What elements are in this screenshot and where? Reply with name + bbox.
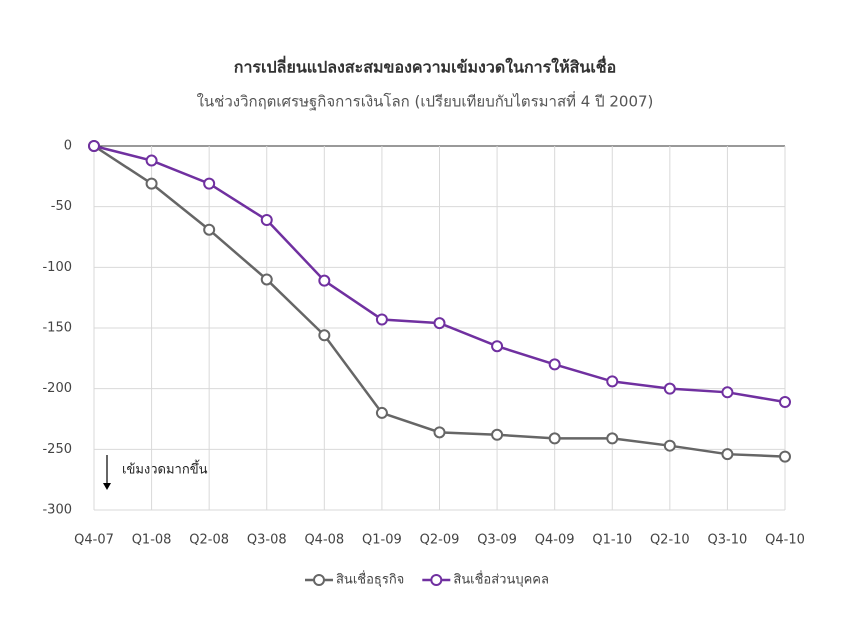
x-tick-label: Q2-09 <box>420 533 460 548</box>
x-tick-label: Q4-08 <box>304 533 344 548</box>
point <box>433 317 446 330</box>
y-tick-label: -250 <box>42 442 72 457</box>
legend-marker <box>313 574 325 586</box>
point <box>721 386 734 399</box>
point <box>721 448 734 461</box>
x-tick-label: Q1-08 <box>132 533 172 548</box>
y-tick-label: -150 <box>42 321 72 336</box>
point <box>606 432 619 445</box>
legend-label: สินเชื่อธุรกิจ <box>336 571 404 588</box>
y-tick-label: -50 <box>51 199 72 214</box>
point <box>491 340 504 353</box>
annotation-arrowhead <box>103 483 111 490</box>
point <box>548 358 561 371</box>
x-tick-label: Q4-09 <box>535 533 575 548</box>
x-tick-label: Q4-10 <box>765 533 805 548</box>
point <box>375 313 388 326</box>
point <box>548 432 561 445</box>
point <box>491 428 504 441</box>
point <box>663 439 676 452</box>
point <box>145 177 158 190</box>
chart-title: การเปลี่ยนแปลงสะสมของความเข้มงวดในการให้… <box>234 56 617 77</box>
x-tick-label: Q2-08 <box>189 533 229 548</box>
point <box>145 154 158 167</box>
x-tick-label: Q1-09 <box>362 533 402 548</box>
point <box>375 406 388 419</box>
point <box>318 274 331 287</box>
point <box>88 140 100 152</box>
legend-label: สินเชื่อส่วนบุคคล <box>453 571 549 588</box>
point <box>260 273 273 286</box>
x-tick-label: Q3-09 <box>477 533 517 548</box>
y-tick-label: -300 <box>42 503 72 518</box>
x-tick-label: Q1-10 <box>592 533 632 548</box>
point <box>606 375 619 388</box>
annotation: เข้มงวดมากขึ้น <box>122 460 208 478</box>
point <box>203 177 216 190</box>
x-tick-label: Q3-08 <box>247 533 287 548</box>
legend-marker <box>430 574 443 586</box>
y-tick-label: 0 <box>64 139 72 154</box>
point <box>779 450 791 463</box>
point <box>203 223 216 236</box>
x-tick-label: Q3-10 <box>708 533 748 548</box>
point <box>318 329 331 342</box>
point <box>663 382 676 395</box>
point <box>260 214 273 227</box>
chart-subtitle: ในช่วงวิกฤตเศรษฐกิจการเงินโลก (เปรียบเที… <box>197 91 654 111</box>
y-tick-label: -100 <box>42 260 72 275</box>
x-tick-label: Q2-10 <box>650 533 690 548</box>
point <box>433 426 446 439</box>
y-tick-label: -200 <box>42 381 72 396</box>
point <box>779 396 791 409</box>
x-tick-label: Q4-07 <box>74 533 114 548</box>
